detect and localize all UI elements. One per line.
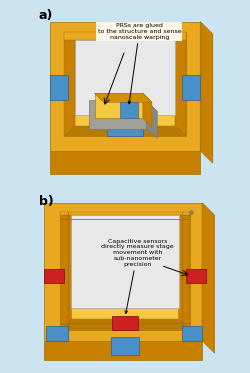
Polygon shape [146, 100, 157, 138]
Polygon shape [60, 211, 190, 330]
Polygon shape [64, 32, 186, 136]
Polygon shape [44, 203, 202, 341]
Text: a): a) [39, 9, 53, 22]
Polygon shape [179, 215, 190, 330]
Polygon shape [112, 316, 138, 330]
Polygon shape [111, 337, 139, 355]
Text: Capacitive sensors
directly measure stage
movement with
sub-nanometer
precision: Capacitive sensors directly measure stag… [101, 239, 174, 314]
Polygon shape [60, 215, 71, 330]
Polygon shape [64, 32, 186, 40]
Polygon shape [71, 215, 179, 308]
Polygon shape [175, 40, 186, 136]
Polygon shape [89, 100, 146, 129]
Polygon shape [60, 211, 190, 215]
Polygon shape [107, 122, 143, 136]
Polygon shape [64, 40, 75, 136]
Polygon shape [186, 269, 206, 283]
Polygon shape [44, 341, 202, 360]
Polygon shape [94, 93, 143, 118]
Text: b): b) [39, 195, 54, 209]
Polygon shape [143, 93, 152, 127]
Polygon shape [182, 75, 200, 100]
Polygon shape [182, 326, 202, 341]
Polygon shape [71, 308, 179, 319]
Polygon shape [120, 102, 138, 118]
Polygon shape [94, 93, 152, 102]
Polygon shape [46, 326, 68, 341]
Polygon shape [75, 40, 175, 115]
Text: PRSs are glued
to the structure and sense
nanoscale warping: PRSs are glued to the structure and sens… [98, 23, 181, 104]
Polygon shape [50, 151, 200, 174]
Polygon shape [50, 22, 200, 151]
Polygon shape [50, 75, 68, 100]
Polygon shape [202, 203, 214, 353]
Polygon shape [200, 22, 213, 163]
Polygon shape [44, 269, 64, 283]
Polygon shape [75, 115, 175, 126]
